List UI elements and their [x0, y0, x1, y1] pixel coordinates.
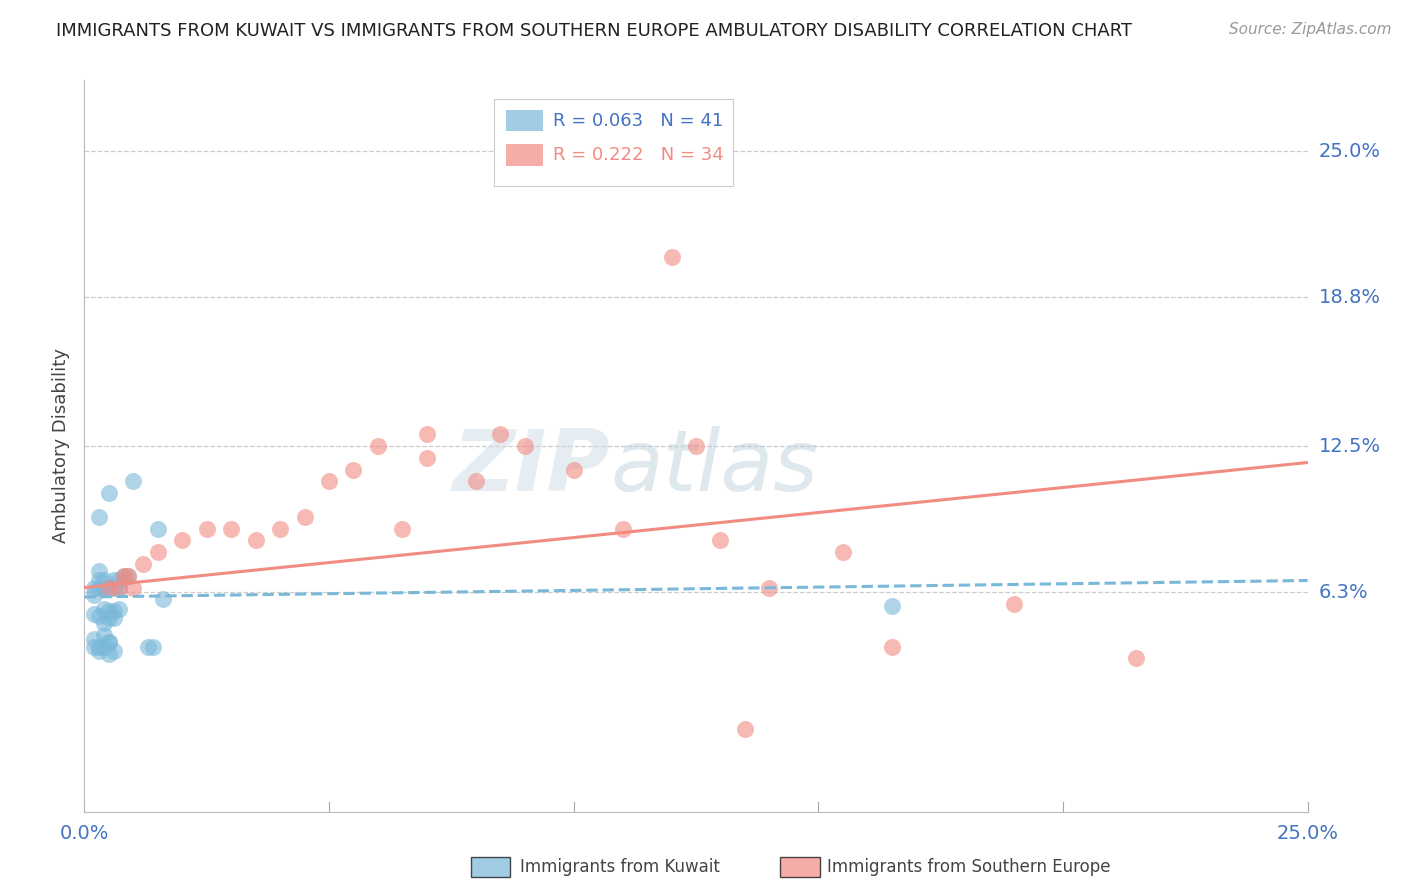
Point — [880, 640, 903, 654]
Point — [97, 611, 120, 625]
Point — [391, 522, 413, 536]
Point — [122, 475, 145, 489]
Point — [367, 439, 389, 453]
Point — [93, 602, 115, 616]
Point — [513, 439, 536, 453]
Point — [87, 640, 110, 654]
Point — [97, 635, 120, 649]
Point — [103, 574, 125, 588]
Point — [1002, 597, 1025, 611]
Text: Source: ZipAtlas.com: Source: ZipAtlas.com — [1229, 22, 1392, 37]
Text: R = 0.063   N = 41: R = 0.063 N = 41 — [553, 112, 723, 129]
Point — [416, 427, 439, 442]
Point — [103, 604, 125, 618]
Point — [464, 475, 486, 489]
Point — [97, 581, 120, 595]
Point — [269, 522, 291, 536]
Point — [122, 581, 145, 595]
Point — [107, 581, 129, 595]
Point — [103, 611, 125, 625]
Point — [103, 581, 125, 595]
Point — [107, 602, 129, 616]
Point — [97, 581, 120, 595]
Point — [146, 522, 169, 536]
Text: 0.0%: 0.0% — [59, 823, 110, 843]
Point — [117, 568, 139, 582]
Point — [152, 592, 174, 607]
Point — [831, 545, 853, 559]
Point — [709, 533, 731, 548]
Text: 12.5%: 12.5% — [1319, 436, 1381, 456]
Point — [87, 608, 110, 623]
Point — [489, 427, 512, 442]
Y-axis label: Ambulatory Disability: Ambulatory Disability — [52, 349, 70, 543]
Point — [880, 599, 903, 614]
Text: ZIP: ZIP — [453, 426, 610, 509]
Point — [112, 568, 135, 582]
Point — [87, 581, 110, 595]
Text: IMMIGRANTS FROM KUWAIT VS IMMIGRANTS FROM SOUTHERN EUROPE AMBULATORY DISABILITY : IMMIGRANTS FROM KUWAIT VS IMMIGRANTS FRO… — [56, 22, 1132, 40]
Point — [93, 574, 115, 588]
Point — [97, 635, 120, 649]
Point — [219, 522, 242, 536]
Point — [758, 581, 780, 595]
Point — [172, 533, 194, 548]
Text: 25.0%: 25.0% — [1277, 823, 1339, 843]
FancyBboxPatch shape — [506, 144, 543, 166]
Point — [83, 588, 105, 602]
FancyBboxPatch shape — [494, 99, 733, 186]
Point — [612, 522, 634, 536]
Text: 6.3%: 6.3% — [1319, 582, 1368, 602]
Point — [97, 604, 120, 618]
Point — [87, 644, 110, 658]
Text: Immigrants from Kuwait: Immigrants from Kuwait — [520, 858, 720, 876]
Point — [87, 509, 110, 524]
Point — [117, 568, 139, 582]
Point — [734, 722, 756, 736]
Point — [83, 607, 105, 621]
Point — [87, 564, 110, 578]
Point — [245, 533, 267, 548]
Text: 25.0%: 25.0% — [1319, 142, 1381, 161]
Point — [93, 581, 115, 595]
Point — [416, 450, 439, 465]
Text: 18.8%: 18.8% — [1319, 288, 1381, 307]
Text: atlas: atlas — [610, 426, 818, 509]
Point — [83, 632, 105, 647]
Point — [661, 250, 683, 264]
Point — [562, 462, 585, 476]
Text: R = 0.222   N = 34: R = 0.222 N = 34 — [553, 146, 724, 164]
Point — [636, 168, 658, 182]
FancyBboxPatch shape — [506, 110, 543, 131]
Point — [1125, 651, 1147, 665]
Point — [83, 640, 105, 654]
Point — [97, 486, 120, 500]
Point — [132, 557, 155, 571]
Point — [93, 615, 115, 630]
Point — [146, 545, 169, 559]
Point — [107, 581, 129, 595]
Point — [142, 640, 165, 654]
Point — [93, 640, 115, 654]
Point — [685, 439, 707, 453]
Point — [195, 522, 218, 536]
Point — [87, 574, 110, 588]
Point — [136, 640, 159, 654]
Text: Immigrants from Southern Europe: Immigrants from Southern Europe — [827, 858, 1111, 876]
Point — [294, 509, 316, 524]
Point — [103, 644, 125, 658]
Point — [107, 574, 129, 588]
Point — [112, 568, 135, 582]
Point — [83, 581, 105, 595]
Point — [97, 647, 120, 661]
Point — [318, 475, 340, 489]
Point — [342, 462, 364, 476]
Point — [93, 628, 115, 642]
